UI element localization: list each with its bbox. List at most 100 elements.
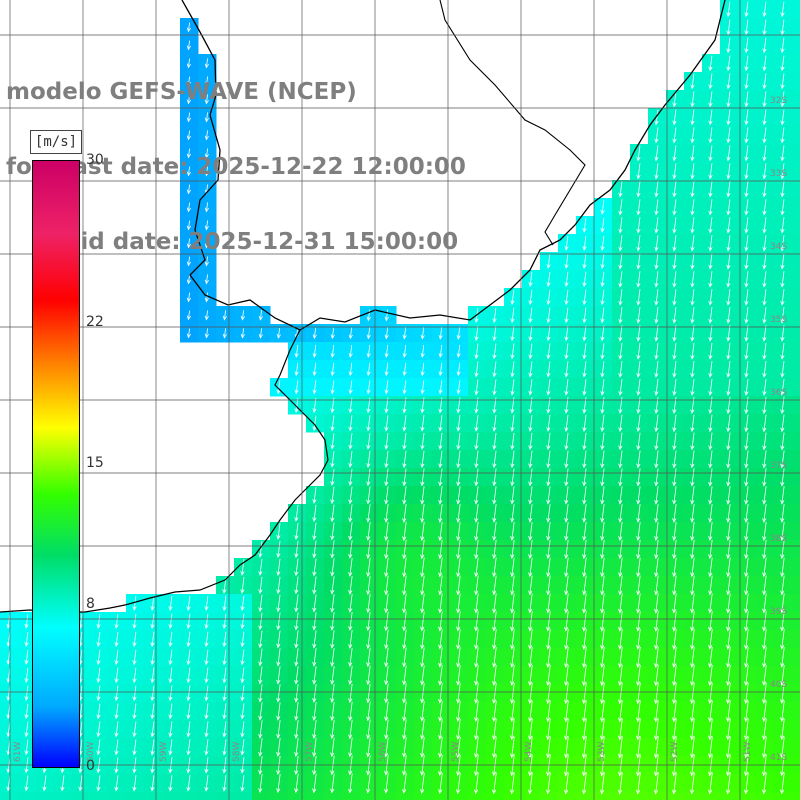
wind-arrow [708, 217, 713, 234]
wind-arrow [564, 361, 569, 378]
wind-arrow [348, 327, 353, 340]
wind-arrow [726, 432, 731, 451]
wind-arrow [312, 612, 317, 631]
wind-arrow [600, 289, 605, 306]
wind-speed-cell [288, 792, 307, 800]
wind-arrow [564, 486, 569, 505]
wind-arrow [168, 703, 173, 720]
wind-arrow [438, 593, 443, 614]
wind-arrow [420, 683, 425, 704]
wind-arrow [600, 253, 605, 270]
wind-arrow [492, 450, 497, 469]
wind-arrow [456, 647, 461, 668]
wind-arrow [132, 649, 137, 666]
wind-arrow [6, 614, 11, 629]
wind-arrow [618, 253, 623, 270]
wind-arrow [654, 127, 659, 144]
wind-arrow [24, 667, 29, 683]
wind-speed-cell [792, 90, 800, 109]
wind-arrow [474, 539, 479, 560]
wind-arrow [528, 718, 533, 741]
wind-arrow [204, 202, 209, 213]
wind-arrow [564, 253, 569, 269]
wind-arrow [276, 702, 281, 721]
wind-arrow [258, 541, 263, 558]
wind-arrow [132, 703, 137, 720]
wind-arrow [672, 378, 677, 396]
wind-arrow [636, 450, 641, 469]
wind-arrow [348, 433, 353, 450]
wind-arrow [402, 719, 407, 740]
wind-arrow [402, 503, 407, 523]
wind-arrow [654, 450, 659, 469]
wind-arrow [672, 217, 677, 234]
wind-arrow [744, 73, 749, 90]
wind-arrow [420, 450, 425, 469]
wind-arrow [186, 685, 191, 702]
wind-arrow [258, 558, 263, 576]
wind-arrow [312, 701, 317, 721]
wind-arrow [726, 378, 731, 396]
wind-arrow [366, 415, 371, 432]
wind-arrow [690, 181, 695, 198]
wind-arrow [708, 307, 713, 324]
wind-arrow [690, 593, 695, 614]
wind-arrow [348, 486, 353, 505]
wind-arrow [276, 594, 281, 613]
wind-arrow [384, 344, 389, 358]
wind-arrow [204, 220, 209, 231]
wind-arrow [762, 414, 767, 433]
wind-arrow [528, 504, 533, 523]
wind-arrow [492, 736, 497, 759]
wind-arrow [780, 343, 785, 360]
wind-arrow [204, 613, 209, 630]
wind-arrow [402, 611, 407, 632]
wind-speed-cell [558, 792, 577, 800]
wind-arrow [312, 684, 317, 703]
wind-arrow [780, 289, 785, 306]
wind-arrow [708, 646, 713, 668]
wind-arrow [708, 55, 713, 72]
wind-arrow [528, 557, 533, 578]
wind-arrow [420, 362, 425, 377]
wind-arrow [528, 271, 533, 287]
wind-arrow [690, 557, 695, 578]
wind-speed-cell [306, 792, 325, 800]
wind-arrow [510, 736, 515, 759]
wind-arrow [438, 611, 443, 632]
wind-arrow [708, 163, 713, 180]
wind-arrow [762, 127, 767, 144]
wind-arrow [132, 739, 137, 756]
wind-arrow [474, 521, 479, 541]
wind-arrow [618, 718, 623, 741]
wind-arrow [762, 629, 767, 650]
wind-arrow [654, 343, 659, 360]
wind-arrow [204, 274, 209, 285]
wind-arrow [654, 253, 659, 270]
wind-arrow [114, 613, 119, 629]
wind-arrow [438, 539, 443, 560]
wind-speed-cell [792, 36, 800, 55]
wind-arrow [348, 575, 353, 595]
wind-arrow [510, 682, 515, 705]
wind-arrow [186, 166, 191, 177]
wind-arrow [600, 432, 605, 451]
wind-arrow [276, 630, 281, 649]
wind-speed-cell [108, 792, 127, 800]
wind-arrow [672, 235, 677, 252]
wind-arrow [690, 414, 695, 433]
wind-arrow [420, 486, 425, 505]
wind-arrow [582, 379, 587, 396]
wind-arrow [726, 271, 731, 288]
wind-arrow [708, 664, 713, 686]
wind-arrow [744, 378, 749, 396]
wind-arrow [528, 647, 533, 668]
wind-speed-cell [792, 108, 800, 127]
wind-arrow [780, 450, 785, 469]
wind-arrow [762, 700, 767, 723]
wind-arrow [276, 540, 281, 558]
wind-arrow [204, 94, 209, 105]
wind-arrow [168, 667, 173, 684]
wind-arrow [528, 414, 533, 432]
wind-arrow [744, 271, 749, 288]
